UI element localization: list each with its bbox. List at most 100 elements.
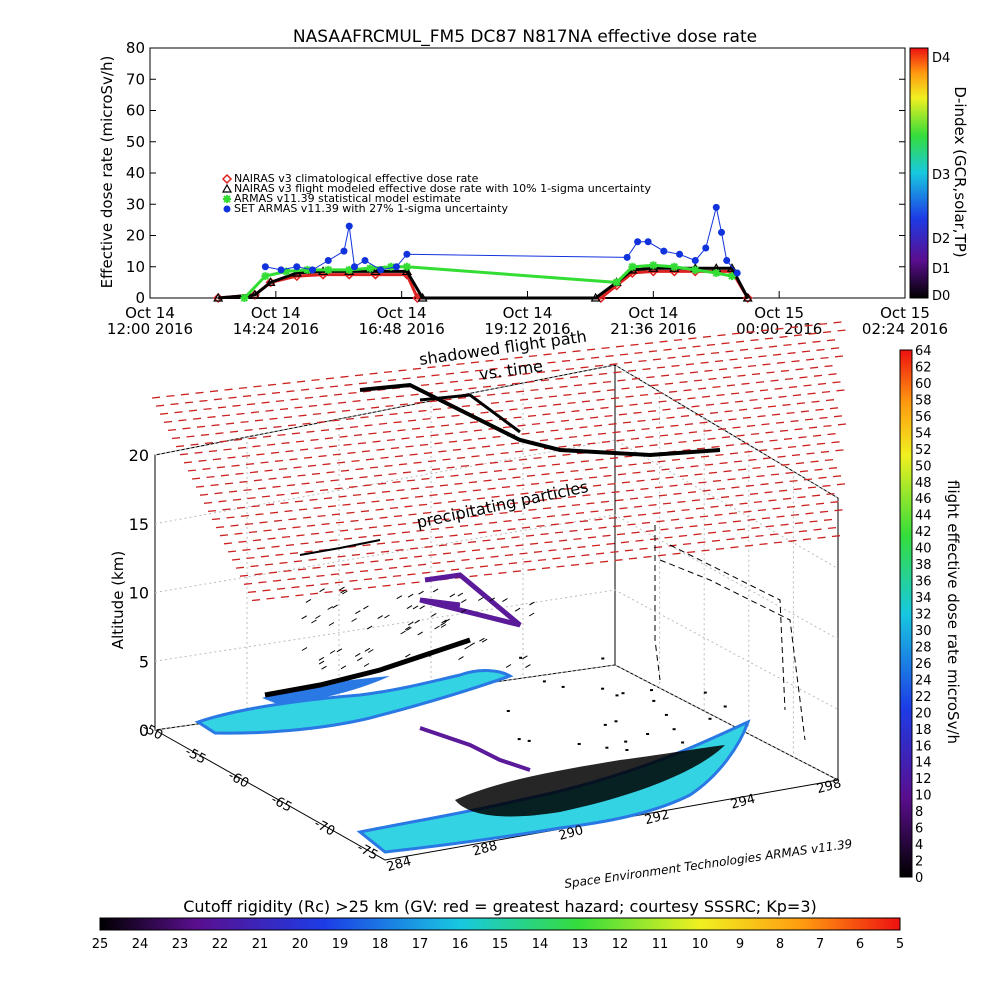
data-point: [742, 292, 753, 304]
rigidity-tick-label: 16: [452, 937, 469, 952]
data-point: [345, 222, 353, 230]
rigidity-contour-center: [262, 676, 390, 705]
track-fragment: [321, 665, 327, 670]
precipitation-row: [231, 492, 835, 561]
track-fragment: [650, 689, 653, 692]
dose-tick-label: 56: [915, 410, 932, 425]
dose-tick-label: 48: [915, 476, 932, 491]
dose-tick-label: 62: [915, 360, 932, 375]
altitude-grid-line: [154, 664, 839, 781]
longitude-tick-label: 294: [729, 792, 757, 813]
track-fragment: [489, 597, 495, 602]
rigidity-tick-label: 10: [692, 937, 709, 952]
track-fragment: [404, 626, 411, 631]
data-point: [303, 265, 312, 274]
track-fragment: [351, 618, 357, 622]
precipitation-row: [251, 535, 841, 602]
top-chart: NASAAFRCMUL_FM5 DC87 N817NA effective do…: [98, 27, 969, 338]
legend-label: ARMAS v11.39 statistical model estimate: [234, 192, 461, 205]
data-point: [293, 263, 301, 271]
rigidity-tick-label: 14: [532, 937, 549, 952]
top-y-ticks: 0 10 20 30 40 50 60 70 80: [126, 39, 905, 307]
data-point: [742, 292, 753, 302]
track-fragment: [478, 597, 484, 601]
top-x-tick-time: 16:48 2016: [359, 320, 445, 338]
rigidity-tick-label: 21: [252, 937, 269, 952]
legend-symbol: [221, 173, 233, 185]
track-fragment: [614, 720, 618, 723]
track-fragment: [440, 624, 447, 628]
d-index-tick-label: D3: [932, 168, 950, 183]
track-fragment: [479, 637, 485, 642]
data-point: [402, 262, 411, 271]
track-fragment: [461, 599, 467, 604]
d-index-tick-label: D2: [932, 232, 950, 247]
precipitation-row: [191, 407, 839, 480]
dose-tick-label: 32: [915, 608, 932, 623]
data-point: [644, 238, 652, 246]
data-point: [628, 262, 637, 271]
top-y-tick-label: 0: [135, 289, 145, 307]
data-point: [702, 244, 710, 252]
track-fragment: [368, 649, 374, 653]
track-fragment: [601, 657, 605, 660]
track-fragment: [440, 621, 446, 626]
dose-tick-label: 18: [915, 723, 932, 738]
data-point: [282, 267, 291, 276]
series-line: [218, 266, 750, 300]
precipitation-row: [203, 433, 836, 504]
longitude-tick-label: 288: [471, 839, 499, 860]
top-x-tick-date: Oct 15: [880, 304, 930, 322]
track-fragment: [363, 663, 370, 667]
rigidity-colorbar-gradient: [99, 917, 901, 931]
dose-tick-label: 58: [915, 393, 932, 408]
data-point: [676, 250, 684, 258]
dose-tick-label: 40: [915, 542, 932, 557]
top-series: [213, 203, 753, 304]
data-point: [345, 265, 354, 274]
data-point: [324, 265, 333, 274]
top-y-tick-label: 50: [126, 133, 145, 151]
ground-cluster-east: [455, 745, 725, 817]
dose-tick-label: 4: [915, 838, 923, 853]
track-fragment: [506, 710, 510, 712]
track-fragment: [357, 657, 363, 662]
d-index-tick-label: D4: [932, 51, 950, 66]
track-fragment: [528, 612, 535, 617]
data-point: [324, 257, 332, 264]
track-fragment: [615, 694, 619, 697]
longitude-tick-label: 298: [815, 776, 843, 797]
track-fragment: [301, 615, 307, 620]
track-fragment: [517, 738, 521, 741]
track-fragment: [364, 647, 371, 652]
data-point: [733, 269, 741, 277]
data-point: [712, 269, 721, 277]
dose-tick-label: 60: [915, 377, 932, 392]
dose-tick-label: 2: [915, 855, 923, 870]
track-fragment: [406, 605, 413, 610]
track-fragment: [355, 610, 361, 615]
rigidity-colorbar-title: Cutoff rigidity (Rc) >25 km (GV: red = g…: [183, 897, 817, 916]
data-point: [712, 203, 720, 211]
altitude-tick-label: 10: [129, 584, 149, 603]
top-y-tick-label: 70: [126, 70, 145, 88]
dose-tick-label: 8: [915, 805, 923, 820]
altitude-ticks: 0 5 10 15 20: [129, 446, 149, 740]
top-y-tick-label: 40: [126, 164, 145, 182]
data-point: [660, 247, 668, 255]
flight-3d-chart: shadowed flight path vs. time precipitat…: [109, 321, 853, 891]
top-x-tick-time: 12:00 2016: [107, 320, 193, 338]
purple-track-lower: [419, 726, 531, 772]
track-fragment: [681, 741, 685, 744]
track-fragment: [332, 604, 338, 609]
dose-tick-label: 38: [915, 558, 932, 573]
track-fragment: [519, 656, 523, 659]
top-y-axis-label: Effective dose rate (microSv/h): [98, 56, 116, 289]
track-fragment: [428, 653, 435, 657]
data-point: [649, 261, 658, 270]
top-x-tick-date: Oct 15: [754, 304, 804, 322]
precipitation-row: [247, 526, 837, 594]
data-point: [417, 292, 428, 302]
data-point: [265, 277, 276, 286]
